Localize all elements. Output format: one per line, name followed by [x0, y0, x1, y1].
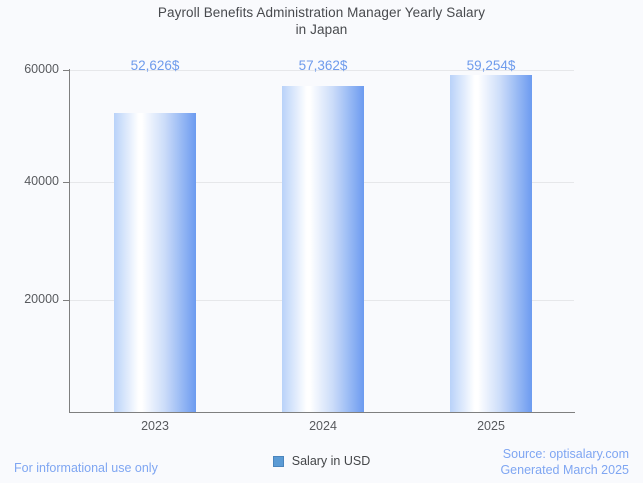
bar-2025[interactable]	[450, 75, 532, 412]
x-axis-label-2023: 2023	[141, 419, 169, 433]
footer-source: Source: optisalary.com	[502, 447, 629, 461]
legend-item-salary-in-usd[interactable]: Salary in USD	[291, 454, 371, 468]
value-label-2023: 52,626$	[130, 58, 180, 73]
y-axis-label-20000: 20000	[24, 292, 59, 306]
x-axis-label-2024: 2024	[309, 419, 337, 433]
y-axis-label-60000: 60000	[24, 62, 59, 76]
chart-legend: Salary in USD	[0, 455, 643, 468]
tick-mark-20000	[63, 300, 69, 301]
footer-generated-date: Generated March 2025	[500, 463, 629, 477]
chart-title-line-1: Payroll Benefits Administration Manager …	[157, 5, 486, 20]
value-label-2025: 59,254$	[466, 58, 516, 73]
footer-source-block: Source: optisalary.com Generated March 2…	[500, 446, 629, 478]
chart-title: Payroll Benefits Administration Manager …	[0, 4, 643, 38]
chart-title-line-2: in Japan	[295, 22, 348, 37]
x-axis-label-2025: 2025	[477, 419, 505, 433]
tick-mark-60000	[63, 70, 69, 71]
footer-disclaimer: For informational use only	[14, 461, 158, 475]
tick-mark-40000	[63, 182, 69, 183]
y-axis-line	[69, 69, 70, 413]
bar-2023[interactable]	[114, 113, 196, 412]
legend-swatch-icon	[272, 456, 284, 467]
bar-2024[interactable]	[282, 86, 364, 412]
gridline-60000	[69, 70, 574, 71]
x-axis-line	[69, 412, 575, 413]
y-axis-label-40000: 40000	[24, 174, 59, 188]
value-label-2024: 57,362$	[298, 58, 348, 73]
